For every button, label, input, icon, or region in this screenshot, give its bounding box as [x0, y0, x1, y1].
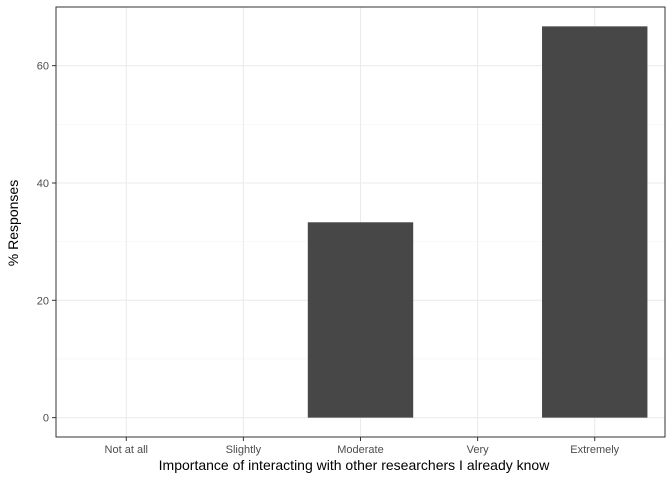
y-tick-label: 40	[37, 178, 49, 190]
x-axis-title: Importance of interacting with other res…	[159, 457, 551, 473]
x-tick-label: Not at all	[105, 444, 148, 456]
x-axis-ticks: Not at all Slightly Moderate Very Extremely	[105, 437, 620, 456]
x-tick-label: Slightly	[226, 444, 262, 456]
y-tick-label: 0	[43, 413, 49, 425]
x-tick-label: Extremely	[570, 444, 619, 456]
y-axis-title: % Responses	[5, 180, 21, 266]
x-tick-label: Very	[467, 444, 490, 456]
y-axis-ticks: 0 20 40 60	[37, 61, 56, 425]
y-tick-label: 20	[37, 295, 49, 307]
y-tick-label: 60	[37, 61, 49, 73]
x-tick-label: Moderate	[337, 444, 383, 456]
bar-extremely	[542, 26, 648, 418]
bars	[307, 26, 648, 418]
bar-moderate	[307, 222, 414, 418]
